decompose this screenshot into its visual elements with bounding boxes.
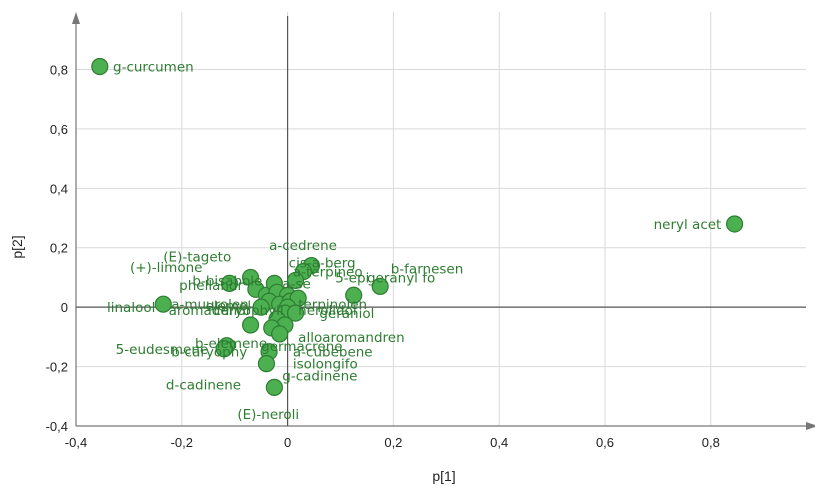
point-label: b-farnesen <box>391 262 464 278</box>
point-label: alloaromandren <box>298 330 404 346</box>
point-label: aromadendr <box>169 303 252 319</box>
x-tick-label: 0,6 <box>596 435 614 450</box>
point-label: terpinolen <box>298 297 367 313</box>
point-label: linalool <box>107 300 155 316</box>
data-point <box>725 215 744 233</box>
point-label: a-se <box>282 276 310 292</box>
y-axis-title: p[2] <box>9 235 25 258</box>
point-label: (E)-neroli <box>237 407 299 423</box>
point-label: b-elemene <box>195 336 267 352</box>
point-labels: g-curcumen neryl acet linalool a-cedrene (E)… <box>107 60 721 424</box>
point-label: nerolidol <box>298 303 356 319</box>
x-tick-label: -0,4 <box>65 435 87 450</box>
y-tick-label: 0,8 <box>50 62 68 77</box>
point-label: b-caryophy <box>171 345 247 361</box>
point-label: neryl acet <box>654 217 722 233</box>
point-label: 5-epi <box>335 270 369 286</box>
data-point <box>286 304 305 322</box>
data-point <box>241 316 260 334</box>
y-tick-label: -0,2 <box>46 360 68 375</box>
x-tick-label: 0,4 <box>490 435 508 450</box>
point-label: elemol <box>206 299 252 315</box>
point-label: b-bisabole <box>192 273 262 289</box>
x-tick-label: 0 <box>284 435 291 450</box>
point-label: a-terpineo <box>293 265 363 281</box>
data-point <box>345 286 363 304</box>
point-label: a-muurolen <box>171 297 249 313</box>
point-label: g-cadinene <box>282 368 357 384</box>
point-label: g-curcumen <box>113 60 194 76</box>
point-label: a-cedrene <box>269 238 337 254</box>
point-label: germacrene <box>261 339 342 355</box>
x-tick-label: 0,2 <box>384 435 402 450</box>
data-point <box>265 378 283 396</box>
x-axis-title: p[1] <box>432 468 455 484</box>
y-tick-label: 0,6 <box>50 122 68 137</box>
point-label: (+)-limone <box>130 260 203 276</box>
axes <box>72 12 815 430</box>
data-point <box>252 298 270 316</box>
data-point <box>215 340 233 358</box>
y-axis-arrow-icon <box>72 12 80 24</box>
y-tick-label: 0 <box>61 300 68 315</box>
data-point <box>154 295 172 313</box>
x-tick-label: -0,2 <box>171 435 193 450</box>
data-points <box>91 57 744 396</box>
point-label: caryophyll <box>214 303 284 319</box>
x-tick-label: 0,8 <box>702 435 720 450</box>
point-label: 5-eudesmene <box>116 342 209 358</box>
data-point <box>220 274 239 292</box>
data-point <box>371 277 389 295</box>
y-tick-label: 0,4 <box>50 181 68 196</box>
point-label: isolongifo <box>293 357 358 373</box>
data-point <box>91 57 109 76</box>
y-tick-label: -0,4 <box>46 419 68 434</box>
point-label: d-cadinene <box>166 377 241 393</box>
x-axis-arrow-icon <box>806 422 815 430</box>
point-label: geraniol <box>319 306 374 322</box>
point-label: phellandr <box>179 278 243 294</box>
point-label: cis-a-berg <box>289 256 356 272</box>
y-tick-label: 0,2 <box>50 241 68 256</box>
point-label: a-cubebene <box>293 345 373 361</box>
tick-labels: -0,4 -0,2 0 0,2 0,4 0,6 0,8 -0,4 -0,2 0 0,2 0,4 0,6 0… <box>46 62 720 450</box>
point-label: geranyl fo <box>367 270 435 286</box>
data-point <box>286 271 305 290</box>
point-label: (E)-tageto <box>163 250 231 266</box>
data-point <box>257 355 276 373</box>
data-point <box>271 325 289 343</box>
